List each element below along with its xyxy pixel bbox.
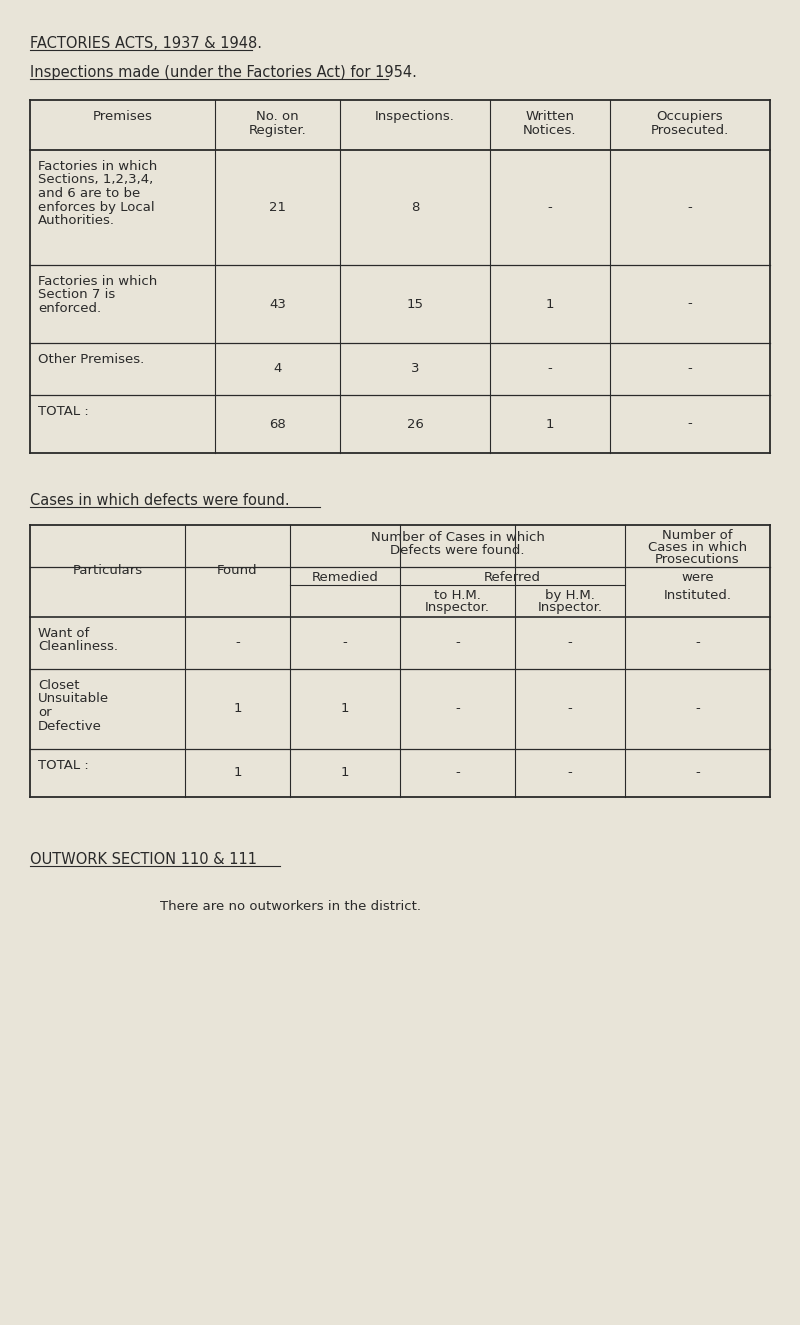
Text: Other Premises.: Other Premises. (38, 352, 144, 366)
Text: Register.: Register. (249, 125, 306, 136)
Text: -: - (688, 201, 692, 215)
Text: Factories in which: Factories in which (38, 160, 158, 174)
Text: 21: 21 (269, 201, 286, 215)
Text: Prosecutions: Prosecutions (655, 553, 740, 566)
Text: Factories in which: Factories in which (38, 276, 158, 288)
Text: Prosecuted.: Prosecuted. (651, 125, 729, 136)
Text: 1: 1 (546, 298, 554, 310)
Text: 1: 1 (234, 702, 242, 716)
Text: Instituted.: Instituted. (663, 590, 731, 602)
Text: 26: 26 (406, 417, 423, 431)
Text: Inspector.: Inspector. (538, 602, 602, 613)
Text: Particulars: Particulars (73, 564, 142, 578)
Text: -: - (695, 766, 700, 779)
Text: Cleanliness.: Cleanliness. (38, 640, 118, 653)
Text: 1: 1 (341, 702, 350, 716)
Text: -: - (568, 766, 572, 779)
Text: enforced.: enforced. (38, 302, 101, 315)
Text: Referred: Referred (484, 571, 541, 584)
Text: TOTAL :: TOTAL : (38, 759, 89, 772)
Text: or: or (38, 706, 52, 719)
Text: -: - (548, 363, 552, 375)
Text: -: - (688, 417, 692, 431)
Text: Number of Cases in which: Number of Cases in which (370, 531, 545, 545)
Text: Found: Found (217, 564, 258, 578)
Text: No. on: No. on (256, 110, 299, 123)
Text: -: - (235, 636, 240, 649)
Text: Sections, 1,2,3,4,: Sections, 1,2,3,4, (38, 174, 154, 187)
Text: -: - (455, 636, 460, 649)
Text: Inspections.: Inspections. (375, 110, 455, 123)
Text: Written: Written (526, 110, 574, 123)
Text: Inspections made (under the Factories Act) for 1954.: Inspections made (under the Factories Ac… (30, 65, 417, 79)
Text: There are no outworkers in the district.: There are no outworkers in the district. (160, 900, 421, 913)
Text: -: - (695, 636, 700, 649)
Text: OUTWORK SECTION 110 & 111: OUTWORK SECTION 110 & 111 (30, 852, 257, 867)
Text: Defects were found.: Defects were found. (390, 545, 525, 556)
Text: Closet: Closet (38, 678, 79, 692)
Text: Authorities.: Authorities. (38, 215, 115, 227)
Text: enforces by Local: enforces by Local (38, 200, 154, 213)
Text: Remedied: Remedied (311, 571, 378, 584)
Text: -: - (688, 363, 692, 375)
Text: -: - (688, 298, 692, 310)
Text: Inspector.: Inspector. (425, 602, 490, 613)
Text: by H.M.: by H.M. (545, 590, 595, 602)
Text: Premises: Premises (93, 110, 153, 123)
Text: TOTAL :: TOTAL : (38, 405, 89, 417)
Text: 4: 4 (274, 363, 282, 375)
Text: -: - (455, 702, 460, 716)
Text: Cases in which: Cases in which (648, 541, 747, 554)
Text: -: - (568, 636, 572, 649)
Text: 1: 1 (341, 766, 350, 779)
Text: Notices.: Notices. (523, 125, 577, 136)
Text: -: - (695, 702, 700, 716)
Text: Number of: Number of (662, 529, 733, 542)
Text: -: - (455, 766, 460, 779)
Text: Defective: Defective (38, 719, 102, 733)
Text: -: - (342, 636, 347, 649)
Text: 1: 1 (234, 766, 242, 779)
Text: -: - (548, 201, 552, 215)
Text: 1: 1 (546, 417, 554, 431)
Text: 68: 68 (269, 417, 286, 431)
Text: -: - (568, 702, 572, 716)
Text: were: were (681, 571, 714, 584)
Text: to H.M.: to H.M. (434, 590, 481, 602)
Text: 15: 15 (406, 298, 423, 310)
Text: 43: 43 (269, 298, 286, 310)
Text: Occupiers: Occupiers (657, 110, 723, 123)
Text: FACTORIES ACTS, 1937 & 1948.: FACTORIES ACTS, 1937 & 1948. (30, 36, 262, 50)
Text: Unsuitable: Unsuitable (38, 693, 109, 705)
Text: 3: 3 (410, 363, 419, 375)
Text: Cases in which defects were found.: Cases in which defects were found. (30, 493, 290, 507)
Text: Section 7 is: Section 7 is (38, 289, 115, 302)
Text: Want of: Want of (38, 627, 90, 640)
Text: 8: 8 (411, 201, 419, 215)
Text: and 6 are to be: and 6 are to be (38, 187, 140, 200)
